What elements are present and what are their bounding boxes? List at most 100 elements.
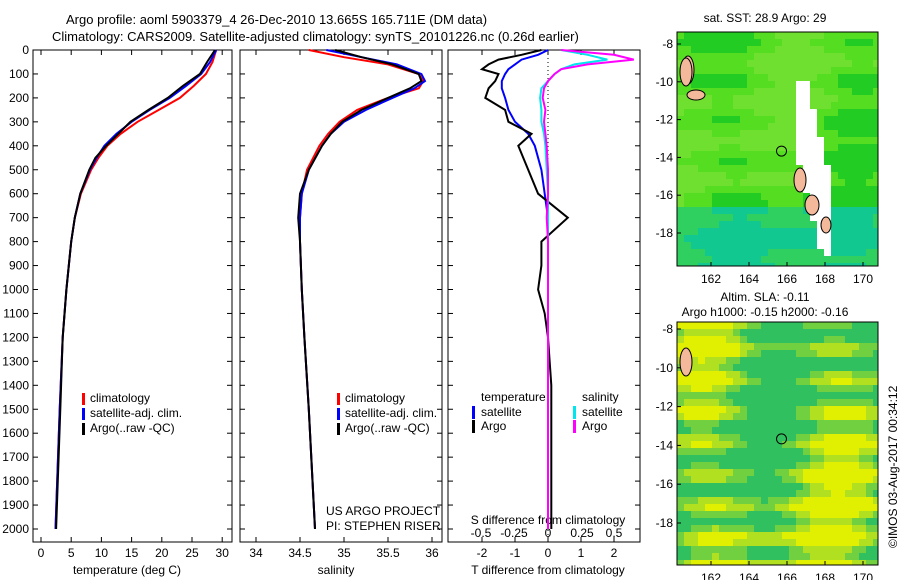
map-cell (782, 462, 789, 469)
map-cell (719, 186, 726, 193)
map-cell (719, 32, 726, 39)
map-cell (782, 193, 789, 200)
map-cell (789, 434, 796, 441)
map-cell (873, 116, 878, 123)
map-cell (782, 511, 789, 518)
map-cell (789, 518, 796, 525)
map-cell (684, 539, 691, 546)
map-cell (698, 228, 705, 235)
map-cell (866, 364, 873, 371)
map-lat-label: -16 (656, 188, 674, 202)
map-cell (838, 95, 845, 102)
map-cell (866, 151, 873, 158)
map-cell (775, 336, 782, 343)
x-tick-label: 0 (38, 546, 45, 560)
map-cell (824, 504, 831, 511)
map-cell (789, 532, 796, 539)
s-tick-label: -0.25 (500, 526, 528, 540)
map-cell (768, 483, 775, 490)
map-cell (775, 483, 782, 490)
map-cell (747, 53, 754, 60)
map-cell (719, 441, 726, 448)
map-cell (852, 539, 859, 546)
map-cell (796, 406, 803, 413)
map-cell (705, 144, 712, 151)
map-cell (747, 371, 754, 378)
map-cell (698, 392, 705, 399)
map-cell (677, 39, 684, 46)
map-cell (705, 165, 712, 172)
map-cell (712, 525, 719, 532)
map-cell (796, 116, 803, 123)
map-cell (726, 109, 733, 116)
map-cell (838, 511, 845, 518)
map-cell (859, 490, 866, 497)
map-cell (684, 553, 691, 560)
map-cell (803, 504, 810, 511)
map-cell (691, 392, 698, 399)
map-cell (684, 200, 691, 207)
map-cell (712, 81, 719, 88)
map-cell (677, 158, 684, 165)
map-cell (677, 399, 684, 406)
map-cell (789, 39, 796, 46)
map-cell (698, 525, 705, 532)
map-cell (817, 434, 824, 441)
map-cell (782, 532, 789, 539)
map-cell (698, 343, 705, 350)
map-cell (768, 39, 775, 46)
map-cell (677, 256, 684, 263)
map-cell (796, 441, 803, 448)
map-cell (789, 483, 796, 490)
map-cell (782, 207, 789, 214)
map-cell (691, 497, 698, 504)
map-cell (852, 116, 859, 123)
map-cell (733, 364, 740, 371)
map-cell (803, 371, 810, 378)
map-cell (852, 186, 859, 193)
map-cell (740, 553, 747, 560)
map-cell (698, 235, 705, 242)
map-cell (852, 427, 859, 434)
map-cell (712, 53, 719, 60)
map-cell (866, 322, 873, 329)
map-cell (712, 46, 719, 53)
map-cell (796, 200, 803, 207)
map-cell (845, 371, 852, 378)
map-cell (859, 420, 866, 427)
map-cell (831, 392, 838, 399)
map-cell (747, 123, 754, 130)
x-tick-label: 34 (249, 546, 263, 560)
map-cell (775, 448, 782, 455)
map-cell (824, 434, 831, 441)
map-cell (761, 448, 768, 455)
map-cell (824, 46, 831, 53)
map-cell (719, 350, 726, 357)
map-cell (684, 378, 691, 385)
map-cell (859, 95, 866, 102)
map-cell (789, 242, 796, 249)
map-cell (873, 336, 878, 343)
map-cell (852, 81, 859, 88)
map-cell (810, 476, 817, 483)
map-cell (796, 329, 803, 336)
map-cell (747, 39, 754, 46)
map-cell (852, 462, 859, 469)
map-cell (859, 434, 866, 441)
map-cell (838, 336, 845, 343)
legend-swatch (472, 406, 475, 419)
map-cell (761, 179, 768, 186)
map-cell (803, 249, 810, 256)
map-cell (768, 322, 775, 329)
map-cell (733, 151, 740, 158)
map-cell (740, 130, 747, 137)
map-cell (684, 469, 691, 476)
map-cell (775, 392, 782, 399)
map-cell (747, 511, 754, 518)
map-cell (866, 228, 873, 235)
map-cell (845, 420, 852, 427)
map-cell (719, 504, 726, 511)
map-cell (866, 172, 873, 179)
map-cell (691, 357, 698, 364)
map-cell (845, 263, 852, 266)
